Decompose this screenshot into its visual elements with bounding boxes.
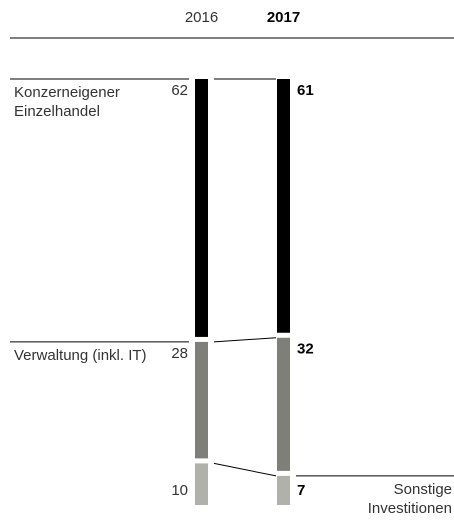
category-label: 2017 xyxy=(267,9,300,26)
connector xyxy=(213,337,277,343)
series-label: Konzerneigener Einzelhandel xyxy=(14,84,120,120)
value-label: 32 xyxy=(297,341,314,358)
bar-segment xyxy=(277,475,290,505)
bar-segment xyxy=(277,79,290,333)
value-label: 61 xyxy=(297,82,314,99)
value-label: 7 xyxy=(297,482,305,499)
bar-segment xyxy=(195,463,208,505)
connector xyxy=(213,462,277,477)
bar-segment xyxy=(195,341,208,459)
value-label: 28 xyxy=(171,345,188,362)
bar-segment xyxy=(277,337,290,471)
series-label: Verwaltung (inkl. IT) xyxy=(14,346,147,364)
series-label: Sonstige Investitionen xyxy=(367,480,452,517)
value-label: 10 xyxy=(171,482,188,499)
category-label: 2016 xyxy=(185,9,218,26)
value-label: 62 xyxy=(171,82,188,99)
bar-segment xyxy=(195,79,208,337)
